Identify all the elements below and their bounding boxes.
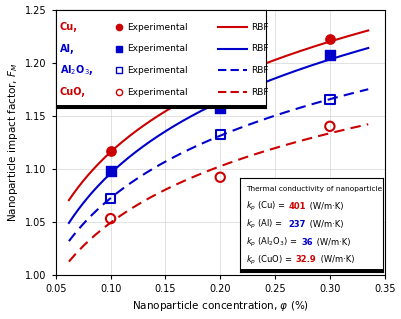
Point: [217, 106, 223, 111]
Point: [327, 37, 333, 42]
Point: [107, 216, 114, 221]
Point: [107, 196, 114, 201]
Y-axis label: Nanoparticle impact factor, $F_M$: Nanoparticle impact factor, $F_M$: [6, 63, 20, 222]
Point: [107, 148, 114, 153]
Point: [217, 132, 223, 137]
Point: [217, 83, 223, 88]
Text: R141b based nanorefrigerants: R141b based nanorefrigerants: [61, 63, 225, 72]
Text: $G$ = 330kg/m$^2$·s: $G$ = 330kg/m$^2$·s: [61, 76, 147, 92]
Point: [327, 97, 333, 102]
Point: [217, 175, 223, 180]
Point: [327, 124, 333, 129]
Point: [327, 53, 333, 58]
Point: [107, 168, 114, 174]
X-axis label: Nanoparticle concentration, $\varphi$ (%): Nanoparticle concentration, $\varphi$ (%…: [132, 300, 309, 314]
